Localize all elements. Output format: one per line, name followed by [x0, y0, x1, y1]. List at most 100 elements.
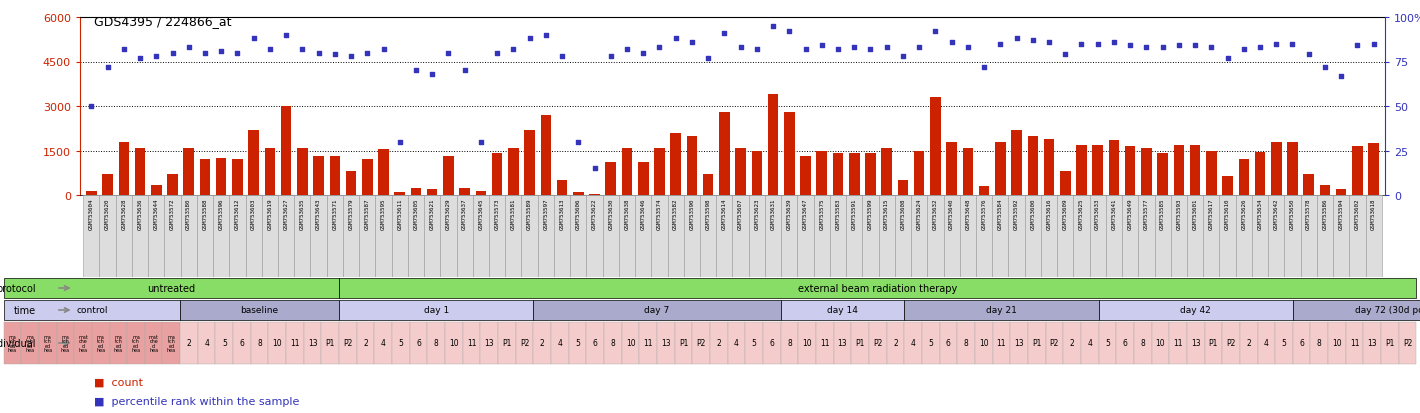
Text: GSM753629: GSM753629 [446, 198, 452, 229]
Bar [922, 322, 940, 364]
Bar [231, 160, 243, 195]
Text: 4: 4 [910, 339, 916, 348]
Text: GSM753589: GSM753589 [527, 198, 532, 229]
Bar [816, 151, 826, 195]
Text: ma
tch
ed
hea: ma tch ed hea [166, 334, 176, 353]
Bar [879, 195, 895, 277]
Bar [1235, 195, 1252, 277]
Text: 13: 13 [484, 339, 494, 348]
Text: GSM753597: GSM753597 [544, 198, 548, 229]
Text: GSM753613: GSM753613 [559, 198, 565, 229]
Bar [1099, 300, 1292, 320]
Text: 8: 8 [1140, 339, 1145, 348]
Bar [109, 322, 128, 364]
Point [1362, 41, 1384, 48]
Bar [700, 195, 716, 277]
Bar [251, 322, 268, 364]
Bar [1173, 145, 1184, 195]
Point [875, 45, 897, 52]
Text: 2: 2 [717, 339, 721, 348]
Bar [362, 160, 372, 195]
Bar [834, 322, 852, 364]
Point [811, 43, 834, 50]
Bar [395, 192, 405, 195]
Text: GSM753633: GSM753633 [1095, 198, 1100, 229]
Bar [1333, 195, 1349, 277]
Text: 10: 10 [1332, 339, 1342, 348]
Text: GSM753641: GSM753641 [1112, 198, 1116, 229]
Bar [200, 160, 210, 195]
Bar [1268, 195, 1284, 277]
Bar [895, 195, 912, 277]
Text: GSM753579: GSM753579 [348, 198, 354, 229]
Bar [311, 195, 327, 277]
Text: GSM753638: GSM753638 [625, 198, 629, 229]
Bar [1328, 322, 1346, 364]
Point [1281, 41, 1304, 48]
Bar [1316, 195, 1333, 277]
Text: GSM753582: GSM753582 [673, 198, 679, 229]
Bar [1139, 195, 1154, 277]
Text: GSM753622: GSM753622 [592, 198, 596, 229]
Text: untreated: untreated [148, 283, 196, 293]
Text: ma
tch
ed
hea: ma tch ed hea [43, 334, 53, 353]
Text: 8: 8 [787, 339, 792, 348]
Bar [344, 195, 359, 277]
Bar [392, 195, 408, 277]
Point [145, 54, 168, 60]
Bar [1011, 131, 1022, 195]
Point [778, 29, 801, 36]
Text: P2: P2 [1403, 339, 1413, 348]
Point [1314, 64, 1336, 71]
Point [97, 64, 119, 71]
Bar [781, 322, 798, 364]
Text: GSM753581: GSM753581 [511, 198, 515, 229]
Text: GSM753648: GSM753648 [966, 198, 970, 229]
Bar [216, 159, 226, 195]
Bar [359, 195, 375, 277]
Text: P2: P2 [520, 339, 530, 348]
Text: 11: 11 [821, 339, 829, 348]
Text: time: time [14, 305, 36, 315]
Point [80, 103, 102, 110]
Bar [57, 322, 74, 364]
Bar [145, 322, 162, 364]
Text: GSM753588: GSM753588 [203, 198, 207, 229]
Text: mat
che
d
hea: mat che d hea [149, 334, 159, 353]
Point [1167, 43, 1190, 50]
Bar [74, 322, 92, 364]
Point [1248, 45, 1271, 52]
Bar [736, 148, 746, 195]
Bar [1076, 145, 1086, 195]
Bar [829, 195, 846, 277]
Bar [693, 322, 710, 364]
Text: GDS4395 / 224866_at: GDS4395 / 224866_at [94, 15, 231, 28]
Text: control: control [77, 306, 108, 315]
Text: ■  count: ■ count [94, 377, 143, 387]
Bar [976, 195, 993, 277]
Bar [1089, 195, 1106, 277]
Point [973, 64, 995, 71]
Text: 5: 5 [751, 339, 757, 348]
Bar [92, 322, 109, 364]
Text: day 14: day 14 [826, 306, 858, 315]
Text: GSM753604: GSM753604 [89, 198, 94, 229]
Bar [1287, 142, 1298, 195]
Point [324, 52, 346, 59]
Text: 8: 8 [964, 339, 968, 348]
Text: GSM753626: GSM753626 [1241, 198, 1247, 229]
Text: 6: 6 [416, 339, 420, 348]
Bar [248, 131, 258, 195]
Text: GSM753650: GSM753650 [1289, 198, 1295, 229]
Bar [798, 195, 814, 277]
Bar [1106, 195, 1122, 277]
Text: GSM753645: GSM753645 [479, 198, 483, 229]
Bar [1125, 147, 1136, 195]
Bar [1204, 322, 1223, 364]
Text: GSM753617: GSM753617 [1208, 198, 1214, 229]
Text: GSM753584: GSM753584 [998, 198, 1003, 229]
Bar [180, 195, 197, 277]
Bar [1352, 147, 1363, 195]
Bar [1025, 195, 1041, 277]
Text: mat
che
d
hea: mat che d hea [78, 334, 88, 353]
